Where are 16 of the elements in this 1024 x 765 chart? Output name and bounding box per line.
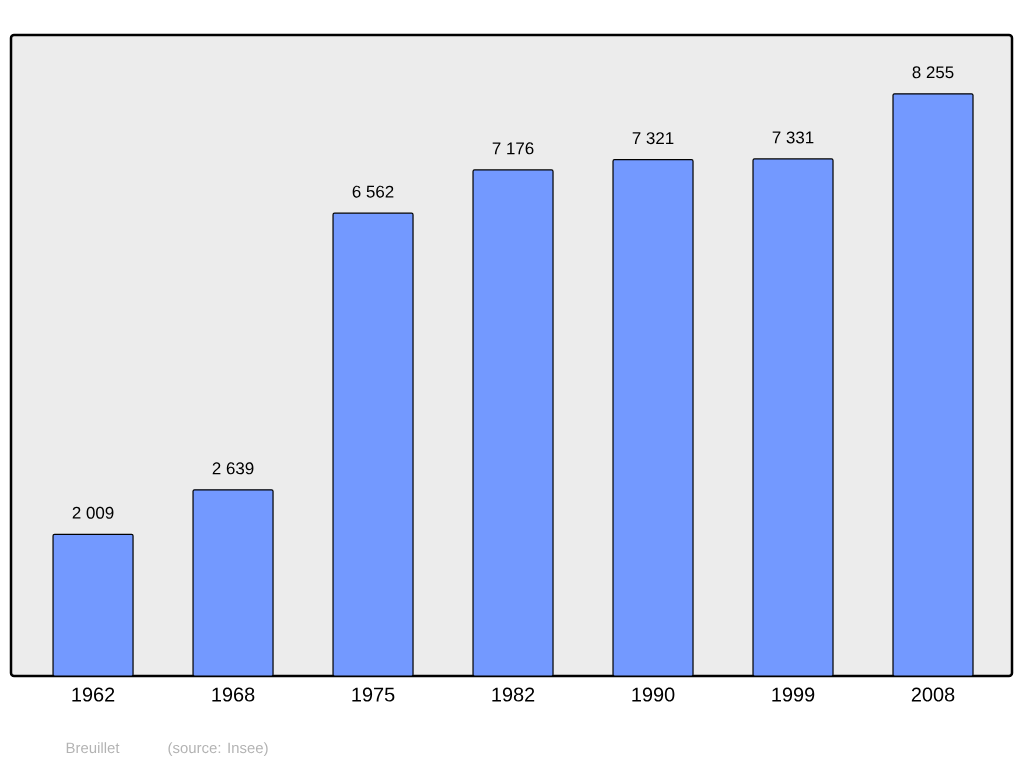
x-tick-label: 1982 [492,687,535,702]
x-tick-label: 1975 [352,687,395,702]
data-label: 7 321 [632,132,674,145]
x-tick-label: 2008 [911,687,955,702]
text: (source: Insee) [168,742,268,757]
data-label: 6 562 [352,185,394,198]
data-label: 8 255 [912,66,954,79]
data-label: 2 009 [72,506,114,519]
x-tick-label: 1990 [632,687,675,702]
x-tick-label: 1962 [72,687,115,702]
x-tick-label: 1968 [212,687,255,702]
data-label: 7 331 [772,131,814,144]
data-label: 2 639 [212,462,254,475]
x-tick-label: 1999 [772,687,815,702]
text: Breuillet [66,742,120,754]
data-label: 7 176 [492,142,534,155]
